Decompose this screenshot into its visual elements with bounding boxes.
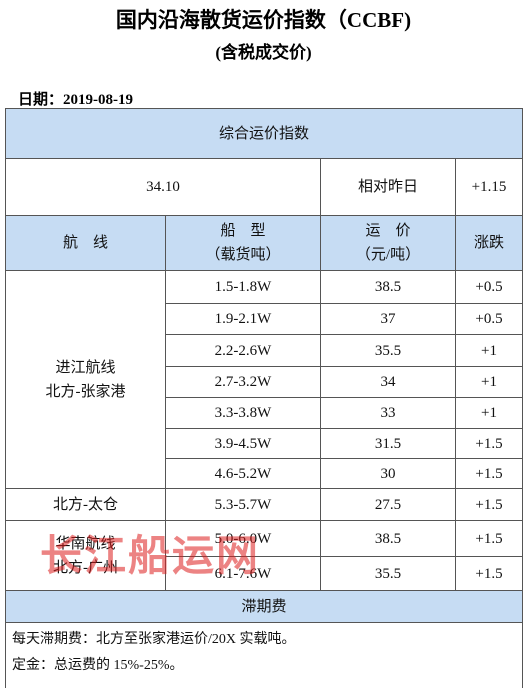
relative-change-text: +1.15 <box>471 179 507 195</box>
date: 日期：2019-08-19 <box>18 92 133 108</box>
column-header-text: （载货吨） <box>205 247 281 263</box>
column-header-text: 涨跌 <box>473 235 504 251</box>
ship-type-text: 3.9-4.5W <box>214 435 272 452</box>
change-text: +1 <box>481 374 497 390</box>
note: 每天滞期费：北方至张家港运价/20X 实载吨。 <box>12 632 296 647</box>
change: +1.5 <box>455 458 523 489</box>
route-text: 进江航线 <box>55 359 116 376</box>
change-text: +0.5 <box>475 279 503 295</box>
ship-type: 1.9-2.1W <box>165 303 321 335</box>
title: 国内沿海散货运价指数（CCBF) <box>115 8 412 32</box>
price-text: 37 <box>380 311 396 327</box>
price: 27.5 <box>320 488 456 521</box>
ship-type-text: 2.7-3.2W <box>214 374 272 390</box>
price: 34 <box>320 366 456 398</box>
ship-type-text: 6.1-7.6W <box>214 565 272 582</box>
route-text: 北方-太仓 <box>53 496 118 513</box>
note: 定金：总运费的 15%-25%。 <box>12 658 184 673</box>
ship-type-text: 1.9-2.1W <box>214 311 272 327</box>
ship-type: 2.2-2.6W <box>165 334 321 367</box>
composite-value-text: 34.10 <box>146 179 180 195</box>
price-text: 31.5 <box>374 435 402 452</box>
column-header-text: 航 线 <box>62 235 108 251</box>
ship-type-text: 1.5-1.8W <box>214 279 272 295</box>
change-text: +1.5 <box>475 530 503 547</box>
ship-type: 3.9-4.5W <box>165 428 321 459</box>
relative-change: +1.15 <box>455 158 523 216</box>
change-text: +1.5 <box>475 465 503 482</box>
change: +0.5 <box>455 303 523 335</box>
column-header-text: 船 型 <box>220 223 266 239</box>
demurrage-title: 滞期费 <box>5 590 523 623</box>
change: +1.5 <box>455 488 523 521</box>
ship-type: 5.3-5.7W <box>165 488 321 521</box>
change-text: +0.5 <box>475 311 503 327</box>
price: 33 <box>320 397 456 429</box>
change-text: +1.5 <box>475 435 503 452</box>
change-text: +1 <box>481 405 497 421</box>
route-text: 北方-广州 <box>53 559 118 576</box>
column-header: 船 型 （载货吨） <box>165 215 321 271</box>
price-text: 38.5 <box>374 279 402 295</box>
relative-label: 相对昨日 <box>320 158 456 216</box>
price: 38.5 <box>320 270 456 304</box>
change: +1 <box>455 334 523 367</box>
ship-type-text: 3.3-3.8W <box>214 405 272 421</box>
demurrage-title-text: 滞期费 <box>241 598 287 615</box>
change: +1.5 <box>455 428 523 459</box>
ship-type-text: 4.6-5.2W <box>214 465 272 482</box>
change-text: +1 <box>481 342 497 359</box>
price-text: 34 <box>380 374 396 390</box>
change-text: +1.5 <box>475 496 503 513</box>
price: 35.5 <box>320 334 456 367</box>
ship-type: 3.3-3.8W <box>165 397 321 429</box>
relative-label-text: 相对昨日 <box>357 179 418 195</box>
subtitle: (含税成交价) <box>215 43 312 62</box>
notes-box <box>5 622 523 688</box>
ship-type: 2.7-3.2W <box>165 366 321 398</box>
ship-type-text: 5.0-6.0W <box>214 530 272 547</box>
composite-title: 综合运价指数 <box>5 108 523 159</box>
change: +1 <box>455 397 523 429</box>
ship-type-text: 2.2-2.6W <box>214 342 272 359</box>
route-text: 北方-张家港 <box>45 383 126 400</box>
route-text: 华南航线 <box>55 535 116 552</box>
watermark: 长江船运网 <box>40 534 261 580</box>
ship-type-text: 5.3-5.7W <box>214 496 272 513</box>
column-header: 涨跌 <box>455 215 523 271</box>
price-text: 30 <box>380 465 396 482</box>
ship-type: 1.5-1.8W <box>165 270 321 304</box>
composite-title-text: 综合运价指数 <box>218 125 309 142</box>
change: +1.5 <box>455 556 523 591</box>
column-header: 运 价 （元/吨） <box>320 215 456 271</box>
change: +1.5 <box>455 520 523 557</box>
price-text: 38.5 <box>374 530 402 547</box>
price-text: 27.5 <box>374 496 402 513</box>
price: 31.5 <box>320 428 456 459</box>
ship-type: 4.6-5.2W <box>165 458 321 489</box>
column-header: 航 线 <box>5 215 166 271</box>
price: 38.5 <box>320 520 456 557</box>
price-text: 33 <box>380 405 396 421</box>
price-text: 35.5 <box>374 565 402 582</box>
route: 进江航线北方-张家港 <box>5 270 166 489</box>
change-text: +1.5 <box>475 565 503 582</box>
change: +1 <box>455 366 523 398</box>
composite-value: 34.10 <box>5 158 321 216</box>
route: 北方-太仓 <box>5 488 166 521</box>
price-text: 35.5 <box>374 342 402 359</box>
price: 30 <box>320 458 456 489</box>
column-header-text: （元/吨） <box>355 247 421 263</box>
column-header-text: 运 价 <box>365 223 411 239</box>
price: 37 <box>320 303 456 335</box>
price: 35.5 <box>320 556 456 591</box>
change: +0.5 <box>455 270 523 304</box>
